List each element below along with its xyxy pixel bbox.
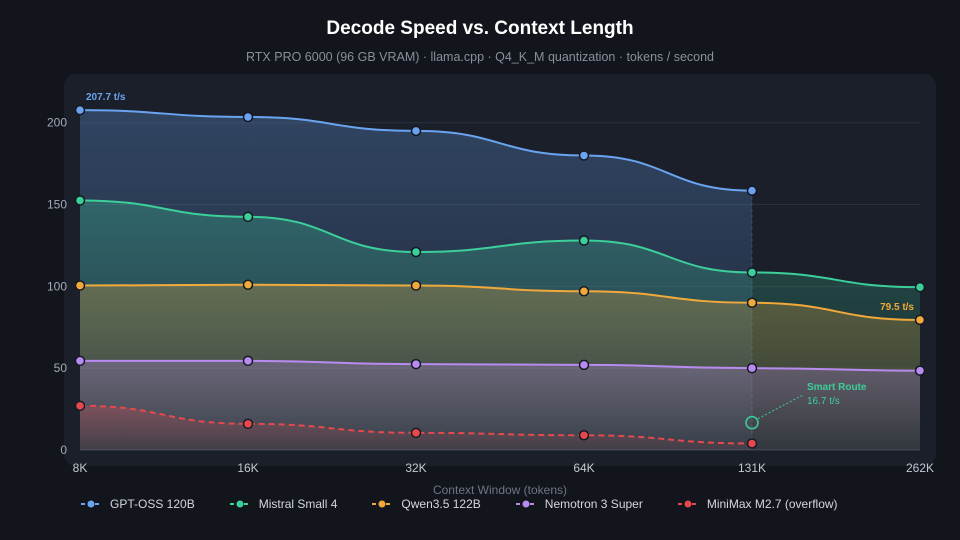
callout-leader (757, 394, 804, 420)
legend-swatch (677, 500, 698, 508)
data-point (410, 280, 422, 291)
legend-item: Qwen3.5 122B (371, 497, 481, 511)
legend-label: GPT-OSS 120B (110, 497, 195, 511)
x-tick-label: 131K (738, 461, 766, 475)
data-point (746, 362, 758, 374)
data-point (578, 430, 590, 441)
data-label: 207.7 t/s (86, 92, 126, 103)
data-label: 79.5 t/s (880, 302, 914, 313)
legend-item: GPT-OSS 120B (80, 497, 195, 511)
data-point (74, 104, 86, 116)
legend: GPT-OSS 120B Mistral Small 4 Qwen3.5 122B N… (80, 497, 872, 511)
series-line (79, 359, 921, 372)
legend-label: Nemotron 3 Super (544, 497, 643, 511)
data-point (74, 280, 86, 291)
callout-marker (745, 415, 759, 430)
legend-swatch (515, 500, 536, 508)
data-point (746, 267, 758, 278)
y-tick-label: 100 (47, 279, 67, 293)
x-tick-label: 262K (906, 461, 934, 475)
data-point (242, 418, 254, 430)
data-point (914, 365, 926, 376)
data-point (242, 279, 254, 290)
series-line (79, 199, 921, 289)
data-point (578, 286, 590, 297)
legend-swatch (229, 500, 250, 508)
data-point (746, 297, 758, 308)
data-point (578, 150, 590, 161)
series-points (74, 104, 926, 449)
data-point (74, 400, 86, 412)
x-tick-label: 32K (405, 461, 426, 475)
data-point (578, 359, 590, 371)
data-point (578, 235, 590, 246)
data-point (74, 195, 86, 206)
data-point (746, 438, 758, 449)
data-point (914, 281, 926, 293)
chart-title: Decode Speed vs. Context Length (326, 18, 634, 39)
chart-subtitle: RTX PRO 6000 (96 GB VRAM) · llama.cpp · … (245, 50, 715, 64)
series-areas (80, 110, 920, 451)
data-point (74, 355, 86, 367)
x-axis-ticks: 8K 16K 32K 64K 131K 262K (73, 461, 934, 475)
y-tick-label: 50 (54, 361, 68, 375)
data-point (410, 125, 422, 137)
series-line (79, 283, 921, 321)
data-point (242, 111, 254, 123)
legend-label: MiniMax M2.7 (overflow) (706, 497, 838, 511)
legend-label: Qwen3.5 122B (401, 497, 481, 511)
data-point (410, 246, 422, 258)
y-axis-ticks: 0 50 100 150 200 (47, 116, 67, 457)
legend-item: Nemotron 3 Super (515, 497, 643, 511)
annotations: 207.7 t/s 79.5 t/s Smart Route 16.7 t/s (86, 92, 914, 430)
legend-item: Mistral Small 4 (229, 497, 338, 511)
legend-swatch (372, 500, 393, 508)
series-line (79, 404, 753, 445)
data-point (914, 314, 926, 326)
x-tick-label: 8K (73, 461, 88, 475)
x-tick-label: 64K (573, 461, 594, 475)
y-tick-label: 150 (47, 198, 67, 212)
data-point (746, 185, 758, 196)
y-tick-label: 0 (60, 443, 67, 457)
legend-swatch (81, 500, 101, 508)
x-axis-label: Context Window (tokens) (432, 483, 568, 497)
data-point (410, 427, 422, 439)
y-tick-label: 200 (47, 116, 67, 130)
chart-svg: 0 50 100 150 200 8K 16K 32K 64K 131K 262K 207.7 t… (47, 92, 934, 475)
callout-value: 16.7 t/s (807, 396, 840, 407)
data-point (410, 358, 422, 370)
legend-label: Mistral Small 4 (258, 497, 338, 511)
callout-title: Smart Route (807, 382, 867, 393)
data-point (242, 211, 254, 223)
x-tick-label: 16K (237, 461, 258, 475)
legend-item: MiniMax M2.7 (overflow) (677, 497, 838, 511)
data-point (242, 355, 254, 367)
